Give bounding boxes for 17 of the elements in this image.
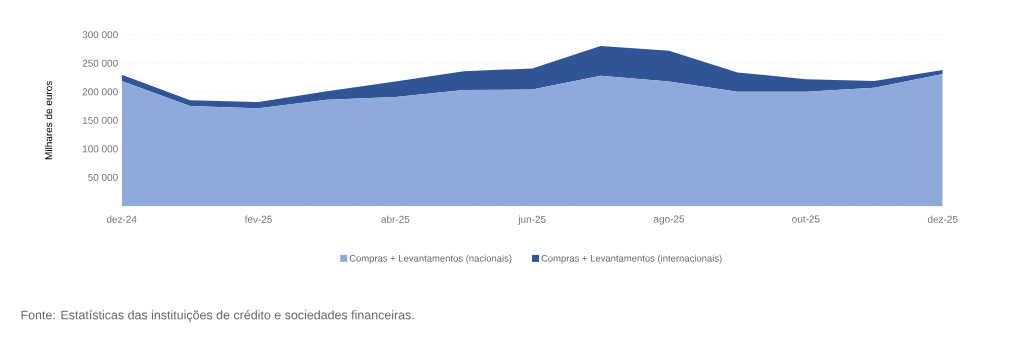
y-tick-label: 50 000: [88, 173, 118, 181]
y-tick-label: 200 000: [82, 88, 118, 96]
x-tick-label: ago-25: [653, 215, 685, 225]
source-note: Fonte: Estatísticas das instituições de crédito e sociedades financeiras.: [21, 310, 414, 322]
x-tick-label: abr-25: [381, 215, 410, 223]
x-tick-label: fev-25: [244, 215, 272, 223]
legend-label: Compras + Levantamentos (nacionais): [349, 254, 512, 264]
y-tick-label: 100 000: [82, 145, 118, 153]
y-tick-label: 300 000: [82, 31, 118, 39]
x-tick-label: out-25: [792, 215, 820, 223]
x-tick-label: dez-25: [927, 215, 958, 223]
y-axis-title: Milhares de euros: [44, 81, 53, 160]
x-tick-label: dez-24: [106, 215, 137, 223]
y-tick-label: 250 000: [82, 59, 118, 67]
y-tick-label: 150 000: [82, 116, 118, 124]
x-tick-label: jun-25: [518, 215, 546, 225]
legend-label: Compras + Levantamentos (internacionais): [541, 254, 722, 264]
